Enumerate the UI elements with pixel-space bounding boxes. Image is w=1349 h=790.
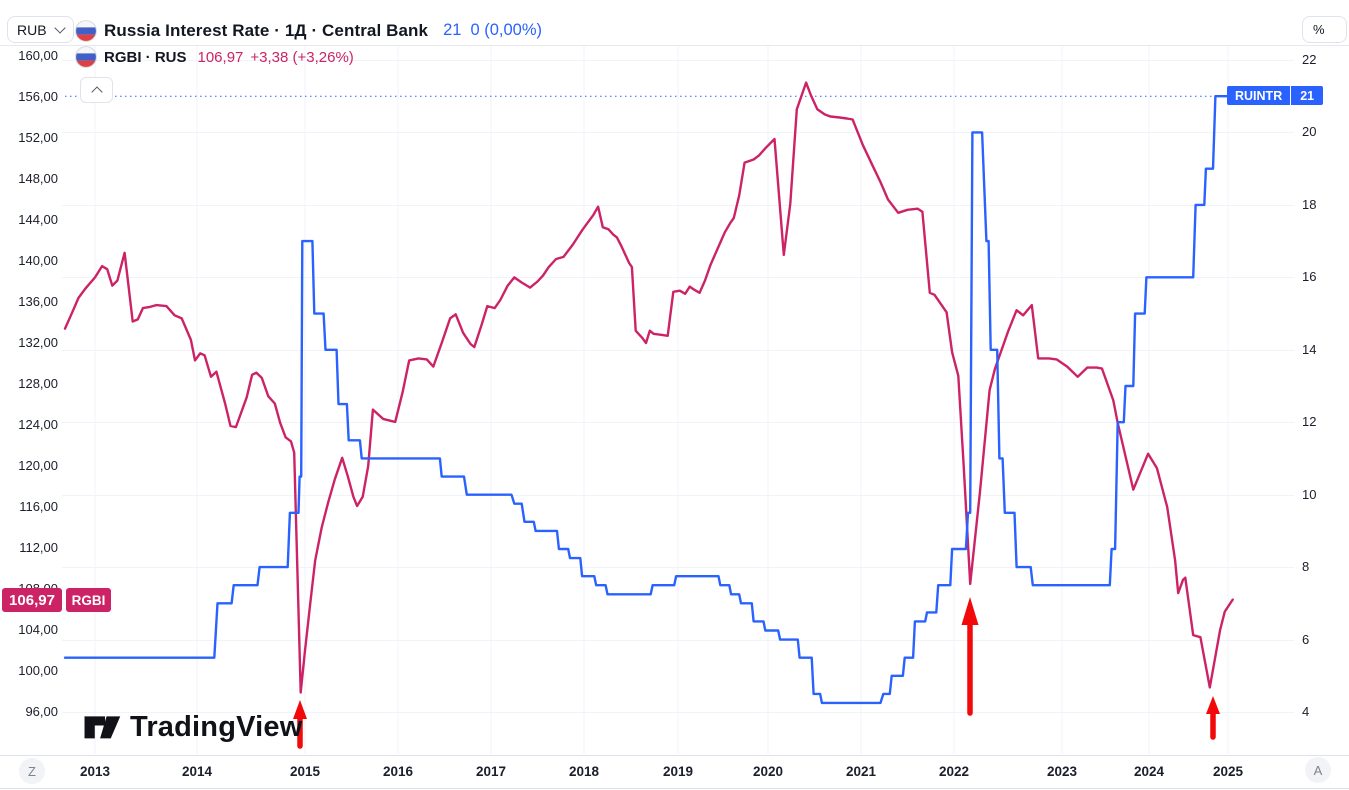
left-price-label: 100,00 xyxy=(18,663,58,678)
legend-collapse-button[interactable] xyxy=(80,77,113,103)
left-price-label: 112,00 xyxy=(19,540,58,555)
corner-button-z[interactable]: Z xyxy=(19,758,45,784)
tag-divider xyxy=(1290,86,1292,105)
time-axis-border xyxy=(0,755,1349,756)
corner-button-a[interactable]: A xyxy=(1305,757,1331,783)
main-series-values: 21 0 (0,00%) xyxy=(443,21,542,40)
time-label: 2022 xyxy=(938,764,970,779)
left-price-label: 124,00 xyxy=(18,417,58,432)
window-bottom-border xyxy=(0,788,1349,789)
corner-button-z-label: Z xyxy=(28,763,36,779)
right-price-label: 16 xyxy=(1302,269,1317,285)
tradingview-logo-icon xyxy=(84,716,121,739)
right-price-label: 18 xyxy=(1302,196,1317,212)
left-price-label: 132,00 xyxy=(18,335,58,350)
time-label: 2018 xyxy=(568,764,600,779)
time-label: 2015 xyxy=(289,764,321,779)
currency-selector-button[interactable]: RUB xyxy=(7,16,74,43)
corner-button-a-label: A xyxy=(1313,762,1323,778)
right-price-label: 6 xyxy=(1302,631,1310,647)
left-price-label: 160,00 xyxy=(18,48,58,63)
compare-series-title: RGBI · RUS xyxy=(104,48,187,66)
left-price-label: 156,00 xyxy=(18,89,58,104)
main-series-title: Russia Interest Rate · 1Д · Central Bank xyxy=(104,20,429,40)
ruintr-value-label: 21 xyxy=(1300,88,1315,103)
left-price-label: 96,00 xyxy=(25,704,58,719)
rgbi-price-tag-value: 106,97 xyxy=(9,591,55,609)
left-price-label: 116,00 xyxy=(19,499,58,514)
left-price-label: 140,00 xyxy=(18,253,58,268)
pane-top-border xyxy=(0,45,1349,46)
right-price-label: 14 xyxy=(1302,341,1317,357)
time-label: 2020 xyxy=(752,764,784,779)
left-price-label: 104,00 xyxy=(18,622,58,637)
right-price-label: 12 xyxy=(1302,414,1317,430)
right-scale-unit-button[interactable]: % xyxy=(1302,16,1347,43)
time-label: 2023 xyxy=(1046,764,1078,779)
right-price-label: 20 xyxy=(1302,124,1317,140)
left-price-label: 136,00 xyxy=(18,294,58,309)
time-label: 2019 xyxy=(662,764,694,779)
time-label: 2017 xyxy=(475,764,507,779)
chevron-up-icon xyxy=(90,86,103,98)
percent-unit-label: % xyxy=(1313,22,1325,37)
rgbi-symbol-tag-label: RGBI xyxy=(71,592,106,608)
time-label: 2025 xyxy=(1212,764,1244,779)
legend: Russia Interest Rate · 1Д · Central Bank… xyxy=(75,16,542,69)
time-label: 2024 xyxy=(1133,764,1165,779)
compare-series-last-value: 106,97 xyxy=(197,48,244,66)
rgbi-price-tag: 106,97 xyxy=(2,588,62,612)
main-series-change: 0 (0,00%) xyxy=(470,21,543,39)
currency-selector-label: RUB xyxy=(17,21,47,38)
right-price-label: 4 xyxy=(1302,704,1310,719)
left-price-label: 148,00 xyxy=(18,171,58,186)
left-price-label: 128,00 xyxy=(18,376,58,391)
time-label: 2014 xyxy=(181,764,213,779)
right-price-label: 22 xyxy=(1302,52,1317,67)
rgbi-symbol-tag: RGBI xyxy=(66,588,111,612)
russia-flag-icon xyxy=(75,46,97,68)
legend-row-interest-rate[interactable]: Russia Interest Rate · 1Д · Central Bank… xyxy=(75,16,542,45)
main-series-last-value: 21 xyxy=(443,21,462,39)
chevron-down-icon xyxy=(53,22,66,34)
compare-series-change: +3,38 (+3,26%) xyxy=(250,48,354,66)
time-label: 2016 xyxy=(382,764,414,779)
right-price-label: 8 xyxy=(1302,559,1310,575)
time-label: 2013 xyxy=(79,764,111,779)
legend-row-rgbi[interactable]: RGBI · RUS 106,97 +3,38 (+3,26%) xyxy=(75,45,542,69)
left-price-label: 120,00 xyxy=(18,458,58,473)
ruintr-symbol-label: RUINTR xyxy=(1235,88,1283,103)
ruintr-price-tag: RUINTR 21 xyxy=(1227,86,1324,105)
right-price-label: 10 xyxy=(1302,486,1317,502)
tradingview-watermark: TradingView xyxy=(83,708,303,746)
time-label: 2021 xyxy=(845,764,877,779)
tradingview-watermark-text: TradingView xyxy=(130,710,303,743)
left-price-label: 144,00 xyxy=(18,212,58,227)
left-price-label: 152,00 xyxy=(18,130,58,145)
compare-series-values: 106,97 +3,38 (+3,26%) xyxy=(198,49,354,66)
russia-flag-icon xyxy=(75,19,97,42)
